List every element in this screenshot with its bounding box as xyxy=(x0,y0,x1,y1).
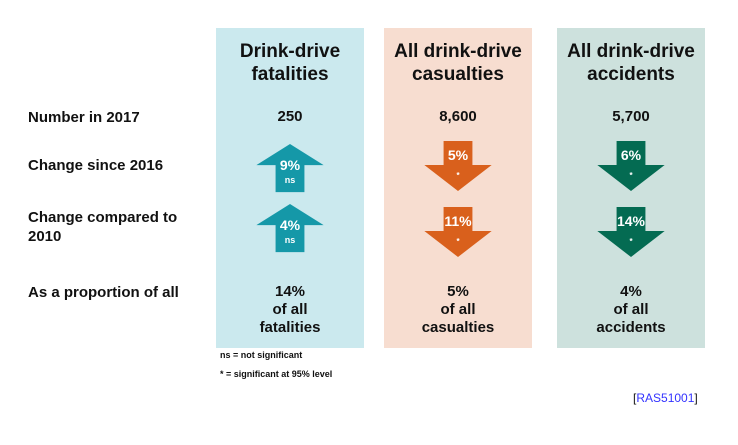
change-value: 9% xyxy=(279,157,301,173)
column-title: All drink-drive casualties xyxy=(394,41,522,85)
significance-marker: ns xyxy=(284,235,296,245)
arrow-up-icon xyxy=(256,144,324,193)
row-label-change-2016: Change since 2016 xyxy=(28,157,164,174)
change-value: 14% xyxy=(616,213,646,229)
significance-marker: ns xyxy=(284,175,296,185)
note-significant: * = significant at 95% level xyxy=(220,369,333,379)
significance-marker: * xyxy=(456,171,460,180)
arrow-down-icon xyxy=(597,207,665,257)
significance-marker: * xyxy=(629,171,633,180)
change-value: 5% xyxy=(447,147,469,163)
arrow-up-icon xyxy=(256,204,324,253)
row-label-number: Number in 2017 xyxy=(28,109,140,126)
change-value: 11% xyxy=(444,213,472,229)
proportion-of: of all xyxy=(272,301,308,318)
arrow-down-icon xyxy=(424,207,492,257)
proportion-noun: accidents xyxy=(596,319,666,336)
arrow-down-icon xyxy=(424,141,492,191)
proportion-value: 14% xyxy=(274,283,306,300)
bracket-open: [ xyxy=(633,391,637,405)
number-value: 250 xyxy=(277,108,303,125)
proportion-noun: fatalities xyxy=(259,319,321,336)
bracket-close: ] xyxy=(694,391,698,405)
reference-link[interactable]: RAS51001 xyxy=(636,391,695,405)
reference: [RAS51001] xyxy=(633,391,698,405)
number-value: 5,700 xyxy=(612,108,650,125)
proportion-of: of all xyxy=(440,301,476,318)
change-value: 6% xyxy=(620,147,642,163)
proportion-value: 4% xyxy=(620,283,642,300)
change-value: 4% xyxy=(279,217,301,233)
proportion-noun: casualties xyxy=(421,319,495,336)
significance-marker: * xyxy=(629,237,633,246)
row-label-change-2010: Change compared to 2010 xyxy=(28,209,178,245)
number-value: 8,600 xyxy=(439,108,477,125)
proportion-of: of all xyxy=(613,301,649,318)
column-title: Drink-drive fatalities xyxy=(239,41,341,85)
note-ns: ns = not significant xyxy=(220,350,303,360)
arrow-down-icon xyxy=(597,141,665,191)
proportion-value: 5% xyxy=(447,283,469,300)
column-title: All drink-drive accidents xyxy=(567,41,695,85)
significance-marker: * xyxy=(456,237,460,246)
row-label-proportion: As a proportion of all xyxy=(28,284,179,301)
